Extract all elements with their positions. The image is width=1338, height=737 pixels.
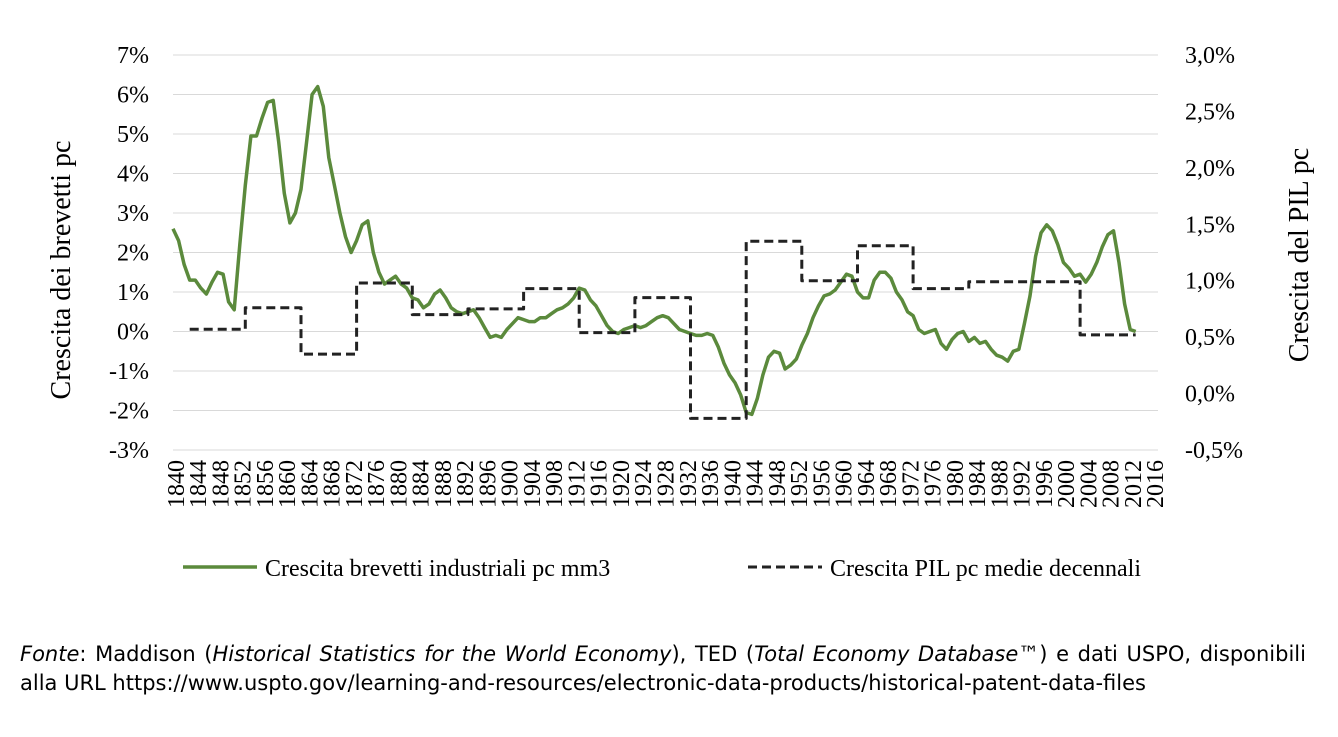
x-tick-label: 1916: [587, 460, 613, 508]
series-layer: [171, 84, 1137, 420]
x-tick-label: 2012: [1121, 460, 1147, 508]
x-tick-label: 1864: [297, 460, 323, 508]
x-tick-label: 1936: [698, 460, 724, 508]
x-tick-label: 1856: [253, 460, 279, 508]
right-tick-label: 1,0%: [1185, 269, 1235, 295]
right-tick-label: 1,5%: [1185, 212, 1235, 238]
left-tick-label: -3%: [109, 438, 149, 464]
x-tick-label: 1912: [564, 460, 590, 508]
left-axis-ticks: 7% 6% 5% 4% 3% 2% 1% 0% -1% -2% -3%: [109, 43, 149, 464]
x-tick-label: 1996: [1032, 460, 1058, 508]
right-tick-label: 2,0%: [1185, 156, 1235, 182]
x-tick-label: 1884: [409, 460, 435, 508]
x-tick-label: 1908: [542, 460, 568, 508]
x-tick-label: 1848: [208, 460, 234, 508]
x-tick-label: 1952: [787, 460, 813, 508]
y-left-axis-title: Crescita dei brevetti pc: [46, 141, 77, 400]
x-tick-label: 1968: [876, 460, 902, 508]
y-right-axis-title: Crescita del PIL pc: [1284, 148, 1315, 362]
x-tick-label: 1988: [987, 460, 1013, 508]
left-tick-label: 7%: [117, 43, 149, 69]
left-tick-label: 0%: [117, 320, 149, 346]
x-tick-label: 1980: [943, 460, 969, 508]
caption-title-1: Historical Statistics for the World Econ…: [212, 642, 672, 666]
left-tick-label: 6%: [117, 83, 149, 109]
caption-text-1: : Maddison (: [79, 642, 213, 666]
left-tick-label: -2%: [109, 399, 149, 425]
left-tick-label: 5%: [117, 122, 149, 148]
x-tick-label: 2016: [1143, 460, 1169, 508]
x-tick-label: 1892: [453, 460, 479, 508]
x-tick-label: 1900: [498, 460, 524, 508]
left-tick-label: 3%: [117, 201, 149, 227]
x-tick-label: 1872: [342, 460, 368, 508]
left-tick-label: 4%: [117, 162, 149, 188]
left-tick-label: -1%: [109, 359, 149, 385]
legend: Crescita brevetti industriali pc mm3 Cre…: [183, 556, 1141, 582]
x-tick-label: 1896: [475, 460, 501, 508]
caption-text-3: ) e dati USPO, disponibili alla URL http…: [20, 642, 1306, 695]
x-tick-label: 1984: [965, 460, 991, 508]
left-tick-label: 2%: [117, 241, 149, 267]
gridlines: [173, 54, 1158, 451]
right-tick-label: 2,5%: [1185, 99, 1235, 125]
x-tick-label: 1852: [231, 460, 257, 508]
x-tick-label: 1888: [431, 460, 457, 508]
x-axis-ticks: 1840184418481852185618601864186818721876…: [164, 460, 1169, 508]
x-tick-label: 1844: [186, 460, 212, 508]
right-tick-label: 0,5%: [1185, 325, 1235, 351]
x-tick-label: 1964: [854, 460, 880, 508]
x-tick-label: 1920: [609, 460, 635, 508]
source-caption: Fonte: Maddison (Historical Statistics f…: [20, 640, 1306, 698]
x-tick-label: 1972: [898, 460, 924, 508]
x-tick-label: 1840: [164, 460, 190, 508]
x-tick-label: 1880: [386, 460, 412, 508]
x-tick-label: 1940: [720, 460, 746, 508]
x-tick-label: 1956: [809, 460, 835, 508]
caption-source-label: Fonte: [20, 642, 80, 666]
right-tick-label: -0,5%: [1185, 438, 1243, 464]
series-line-patents: [171, 84, 1137, 417]
x-tick-label: 1860: [275, 460, 301, 508]
right-tick-label: 3,0%: [1185, 43, 1235, 69]
x-tick-label: 2000: [1054, 460, 1080, 508]
x-tick-label: 2004: [1076, 460, 1102, 508]
x-tick-label: 1992: [1010, 460, 1036, 508]
x-tick-label: 1976: [921, 460, 947, 508]
x-tick-label: 1948: [765, 460, 791, 508]
series-line-gdp: [189, 239, 1136, 420]
legend-label-gdp: Crescita PIL pc medie decennali: [830, 556, 1141, 582]
right-axis-ticks: 3,0% 2,5% 2,0% 1,5% 1,0% 0,5% 0,0% -0,5%: [1185, 43, 1243, 464]
legend-label-patents: Crescita brevetti industriali pc mm3: [265, 556, 610, 582]
x-tick-label: 1904: [520, 460, 546, 508]
x-tick-label: 1944: [743, 460, 769, 508]
x-tick-label: 2008: [1099, 460, 1125, 508]
right-tick-label: 0,0%: [1185, 382, 1235, 408]
x-tick-label: 1924: [631, 460, 657, 508]
x-tick-label: 1868: [320, 460, 346, 508]
x-tick-label: 1928: [654, 460, 680, 508]
x-tick-label: 1960: [832, 460, 858, 508]
x-tick-label: 1876: [364, 460, 390, 508]
x-tick-label: 1932: [676, 460, 702, 508]
caption-text-2: ), TED (: [671, 642, 755, 666]
left-tick-label: 1%: [117, 280, 149, 306]
caption-title-2: Total Economy Database™: [754, 642, 1040, 666]
